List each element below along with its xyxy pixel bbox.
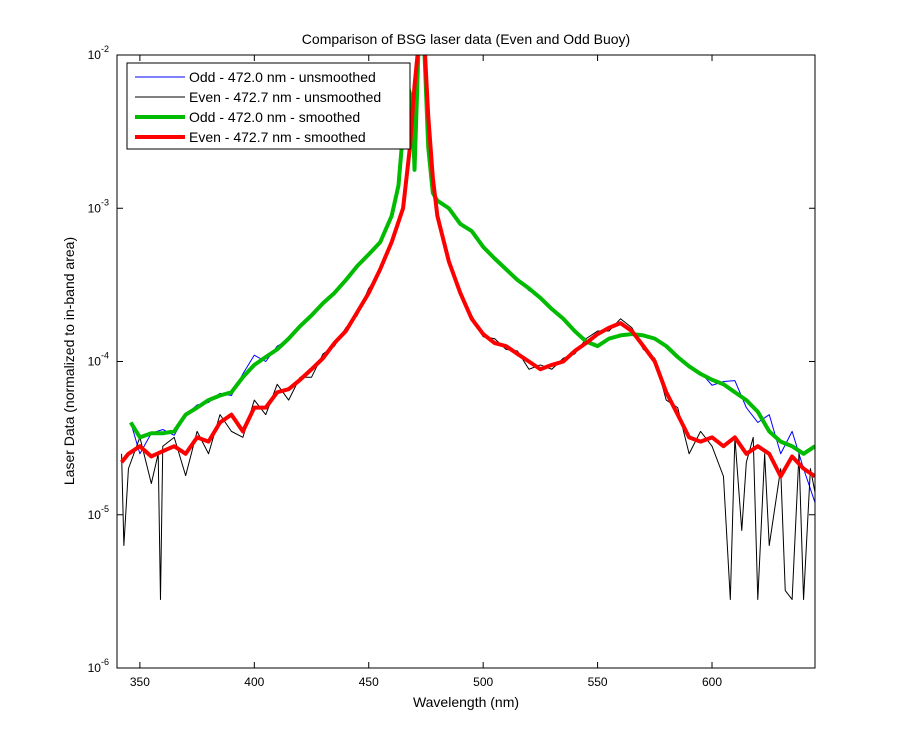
x-tick-label: 350 — [130, 675, 150, 689]
chart-title: Comparison of BSG laser data (Even and O… — [302, 31, 630, 47]
y-tick-label: 10-2 — [88, 44, 109, 62]
y-tick-label: 10-5 — [88, 504, 109, 522]
legend-label: Even - 472.7 nm - unsmoothed — [189, 89, 381, 105]
plot-area — [117, 55, 815, 668]
legend-label: Odd - 472.0 nm - smoothed — [189, 109, 360, 125]
y-tick-label: 10-4 — [88, 351, 109, 369]
x-tick-label: 600 — [702, 675, 722, 689]
legend: Odd - 472.0 nm - unsmoothed Even - 472.7 … — [126, 62, 411, 150]
axes: 350 400 450 500 550 600 10-6 10-5 10-4 10-3 10-2 — [88, 44, 815, 689]
y-axis-label: Laser Data (normalized to in-band area) — [61, 237, 77, 485]
legend-label: Even - 472.7 nm - smoothed — [189, 129, 366, 145]
plot-lines — [120, 55, 815, 600]
y-tick-label: 10-6 — [88, 657, 109, 675]
x-tick-label: 550 — [588, 675, 608, 689]
x-tick-label: 400 — [244, 675, 264, 689]
legend-label: Odd - 472.0 nm - unsmoothed — [189, 69, 376, 85]
series-line — [120, 55, 815, 479]
x-tick-label: 450 — [359, 675, 379, 689]
x-tick-label: 500 — [473, 675, 493, 689]
plot-frame — [116, 54, 816, 669]
y-tick-label: 10-3 — [88, 197, 109, 215]
x-axis-label: Wavelength (nm) — [413, 694, 519, 710]
